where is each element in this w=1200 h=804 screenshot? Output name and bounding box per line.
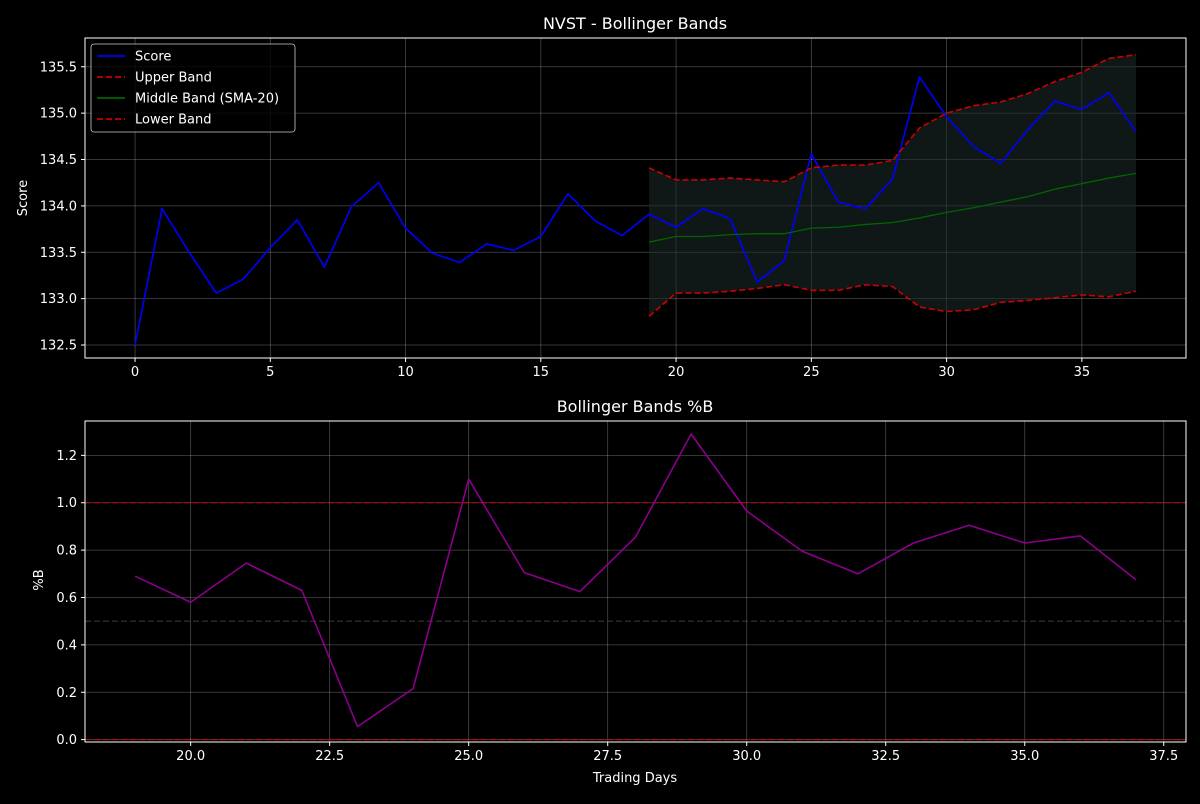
chart-title: NVST - Bollinger Bands bbox=[543, 14, 727, 33]
y-tick-label: 0.6 bbox=[56, 591, 77, 606]
series-line-lower-band bbox=[648, 283, 1137, 317]
y-tick-label: 0.0 bbox=[56, 733, 77, 748]
x-tick-label: 35 bbox=[1074, 365, 1091, 380]
x-tick-label: 20.0 bbox=[176, 749, 205, 764]
x-tick-label: 22.5 bbox=[315, 749, 344, 764]
legend: Score Upper Band Middle Band (SMA-20) Lower… bbox=[90, 43, 296, 133]
y-tick-label: 135.5 bbox=[40, 60, 77, 75]
series-line-score bbox=[134, 76, 1137, 346]
legend-box bbox=[90, 43, 296, 133]
band-fill-layer bbox=[649, 54, 1136, 317]
percent-b-panel: Bollinger Bands %B %B Trading Days 20.0 2… bbox=[32, 397, 1187, 786]
tick-layer: 0 5 10 15 20 25 30 35 132.5 133.0 133.5 134.0 134.5 1… bbox=[40, 60, 1090, 380]
x-tick-label: 27.5 bbox=[593, 749, 622, 764]
y-tick-label: 1.0 bbox=[56, 496, 77, 511]
x-tick-label: 20 bbox=[668, 365, 685, 380]
legend-label: Middle Band (SMA-20) bbox=[135, 92, 279, 107]
band-fill bbox=[649, 54, 1136, 317]
bollinger-bands-panel: NVST - Bollinger Bands Score 0 5 10 15 20 25 3… bbox=[16, 14, 1187, 380]
y-tick-label: 133.5 bbox=[40, 246, 77, 261]
y-tick-label: 134.0 bbox=[40, 199, 77, 214]
x-tick-label: 35.0 bbox=[1010, 749, 1039, 764]
x-tick-label: 30 bbox=[938, 365, 955, 380]
y-axis-label: Score bbox=[16, 180, 31, 216]
series-line-middle-band-sma-20 bbox=[648, 172, 1137, 243]
x-tick-label: 25.0 bbox=[454, 749, 483, 764]
x-tick-label: 15 bbox=[533, 365, 550, 380]
tick-layer: 20.0 22.5 25.0 27.5 30.0 32.5 35.0 37.5 0.0 0.2 0.… bbox=[56, 449, 1178, 764]
series-line-percent-b bbox=[134, 433, 1137, 728]
reference-lines bbox=[85, 502, 1186, 741]
series-line-upper-band bbox=[648, 53, 1137, 183]
x-tick-label: 0 bbox=[131, 365, 139, 380]
plot-frame bbox=[84, 37, 1187, 359]
y-tick-label: 0.8 bbox=[56, 544, 77, 559]
legend-label: Score bbox=[135, 50, 171, 65]
x-tick-label: 25 bbox=[803, 365, 820, 380]
x-tick-label: 10 bbox=[397, 365, 414, 380]
plot-frame bbox=[84, 420, 1187, 743]
legend-label: Lower Band bbox=[135, 113, 211, 128]
y-axis-label: %B bbox=[32, 569, 47, 590]
x-tick-label: 5 bbox=[266, 365, 274, 380]
y-tick-label: 1.2 bbox=[56, 449, 77, 464]
y-tick-label: 134.5 bbox=[40, 153, 77, 168]
legend-label: Upper Band bbox=[135, 71, 212, 86]
y-tick-label: 0.2 bbox=[56, 686, 77, 701]
x-tick-label: 30.0 bbox=[732, 749, 761, 764]
x-axis-label: Trading Days bbox=[592, 771, 677, 786]
chart-title: Bollinger Bands %B bbox=[557, 397, 714, 416]
x-tick-label: 37.5 bbox=[1149, 749, 1178, 764]
y-tick-label: 0.4 bbox=[56, 638, 77, 653]
series-layer bbox=[134, 433, 1137, 728]
y-tick-label: 132.5 bbox=[40, 339, 77, 354]
y-tick-label: 135.0 bbox=[40, 107, 77, 122]
x-tick-label: 32.5 bbox=[871, 749, 900, 764]
series-layer bbox=[134, 53, 1137, 346]
y-tick-label: 133.0 bbox=[40, 292, 77, 307]
